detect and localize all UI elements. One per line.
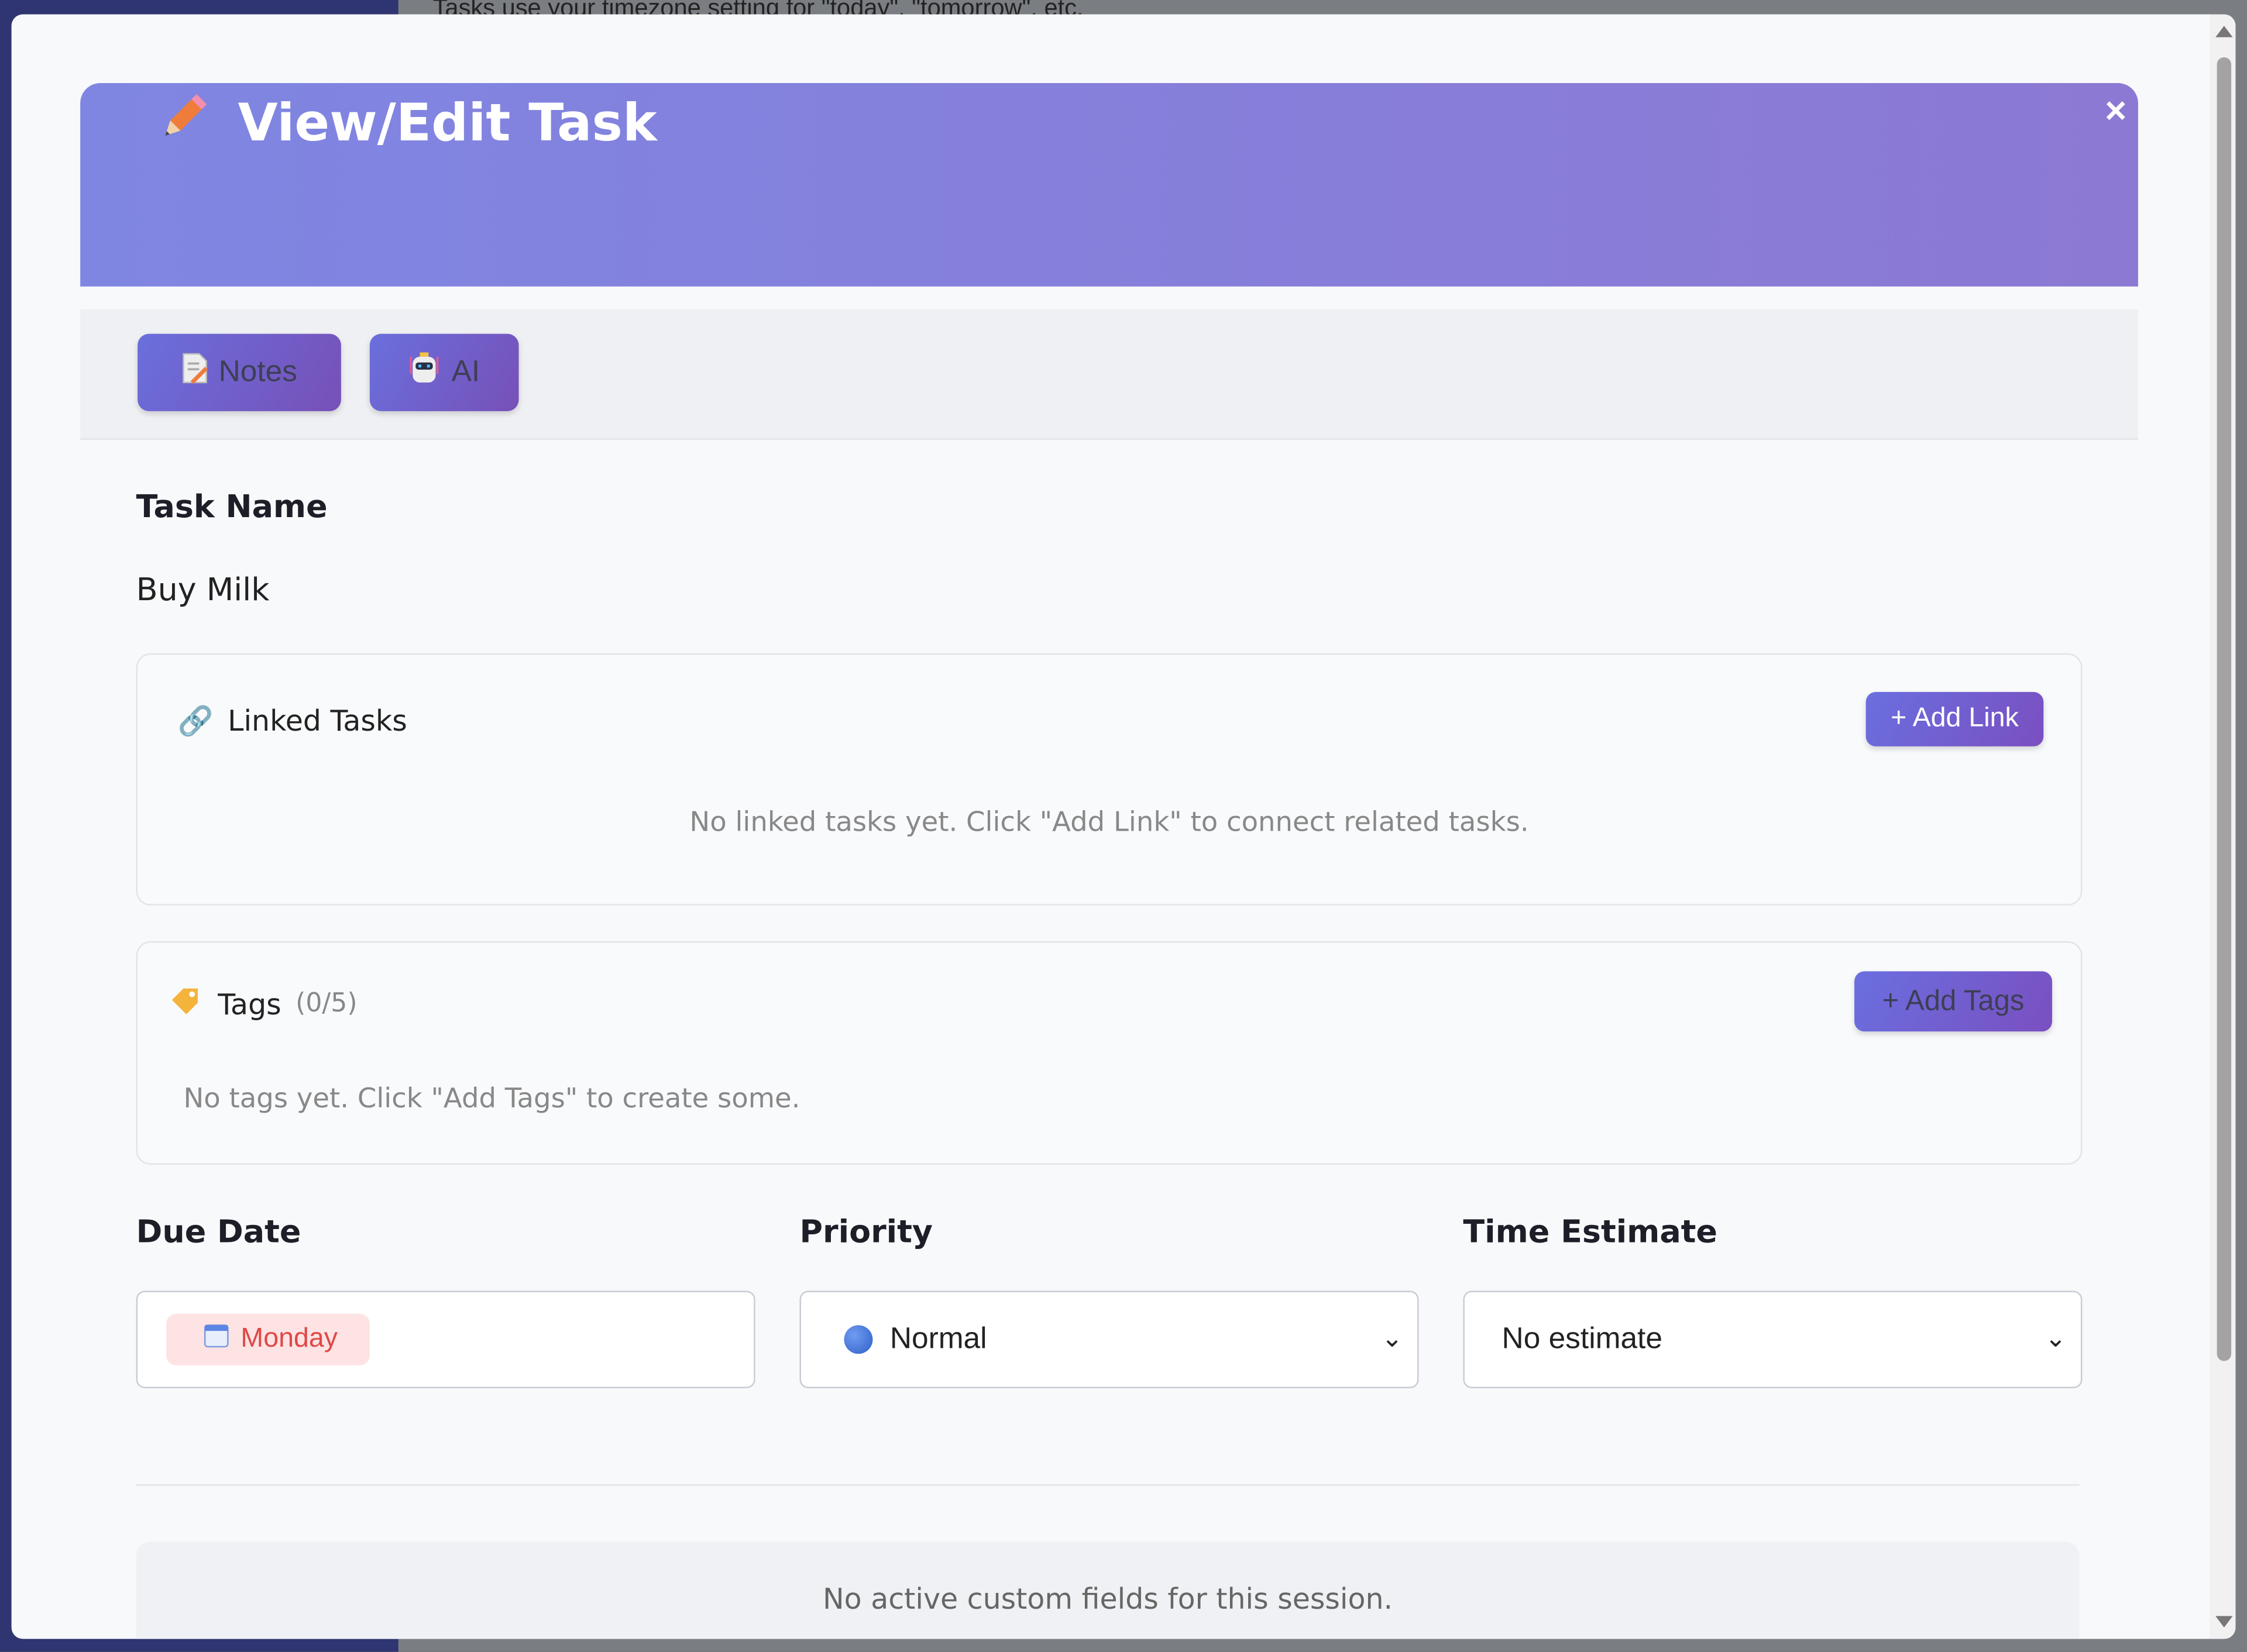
add-tags-button[interactable]: + Add Tags <box>1854 971 2052 1032</box>
due-date-value: Monday <box>240 1323 338 1354</box>
section-divider <box>136 1484 2080 1486</box>
time-estimate-label: Time Estimate <box>1463 1214 1718 1251</box>
custom-fields-empty-text: No active custom fields for this session… <box>823 1581 1393 1616</box>
due-date-field[interactable]: Monday <box>136 1290 755 1389</box>
tag-icon <box>169 986 204 1021</box>
custom-fields-section: No active custom fields for this session… <box>136 1541 2080 1639</box>
time-estimate-select[interactable]: No estimate ⌄ <box>1463 1290 2083 1389</box>
link-icon: 🔗 <box>177 703 214 738</box>
ai-button[interactable]: AI <box>369 333 519 411</box>
memo-icon <box>181 352 208 393</box>
modal-scrollbar[interactable] <box>2210 14 2236 1639</box>
tags-empty-text: No tags yet. Click "Add Tags" to create … <box>183 1083 800 1115</box>
pencil-icon <box>154 89 212 159</box>
modal-title-text: View/Edit Task <box>238 94 657 154</box>
task-name-label: Task Name <box>136 490 328 526</box>
priority-value: Normal <box>889 1322 987 1355</box>
task-name-value[interactable]: Buy Milk <box>136 573 270 609</box>
close-button[interactable]: × <box>2105 88 2127 132</box>
due-date-chip[interactable]: Monday <box>166 1313 369 1365</box>
priority-select[interactable]: Normal ⌄ <box>799 1290 1419 1389</box>
scroll-up-arrow-icon[interactable] <box>2215 26 2233 37</box>
tags-title-text: Tags <box>218 986 281 1021</box>
ai-button-label: AI <box>451 355 480 388</box>
scroll-down-arrow-icon[interactable] <box>2215 1616 2233 1628</box>
tags-count: (0/5) <box>296 988 358 1019</box>
chevron-down-icon: ⌄ <box>1381 1323 1403 1352</box>
add-link-button[interactable]: + Add Link <box>1865 691 2044 746</box>
linked-tasks-empty-text: No linked tasks yet. Click "Add Link" to… <box>689 806 1529 838</box>
robot-icon <box>408 351 440 394</box>
task-modal: View/Edit Task × Notes AI Task Name Buy … <box>11 14 2236 1639</box>
due-date-label: Due Date <box>136 1214 301 1251</box>
tags-section: Tags (0/5) + Add Tags No tags yet. Click… <box>136 941 2083 1165</box>
calendar-icon <box>204 1322 229 1357</box>
notes-button-label: Notes <box>218 355 297 388</box>
modal-header <box>80 83 2138 287</box>
tags-title: Tags (0/5) <box>169 986 358 1021</box>
time-estimate-value: No estimate <box>1502 1322 1662 1355</box>
priority-label: Priority <box>799 1214 933 1251</box>
linked-tasks-title: 🔗 Linked Tasks <box>178 703 407 738</box>
notes-button[interactable]: Notes <box>138 333 341 411</box>
chevron-down-icon: ⌄ <box>2045 1323 2067 1352</box>
modal-toolbar: Notes AI <box>80 309 2138 440</box>
scrollbar-thumb[interactable] <box>2217 57 2232 1361</box>
priority-dot-icon <box>844 1325 873 1354</box>
modal-title: View/Edit Task <box>154 89 657 159</box>
linked-tasks-title-text: Linked Tasks <box>228 703 407 738</box>
linked-tasks-section: 🔗 Linked Tasks + Add Link No linked task… <box>136 653 2083 906</box>
